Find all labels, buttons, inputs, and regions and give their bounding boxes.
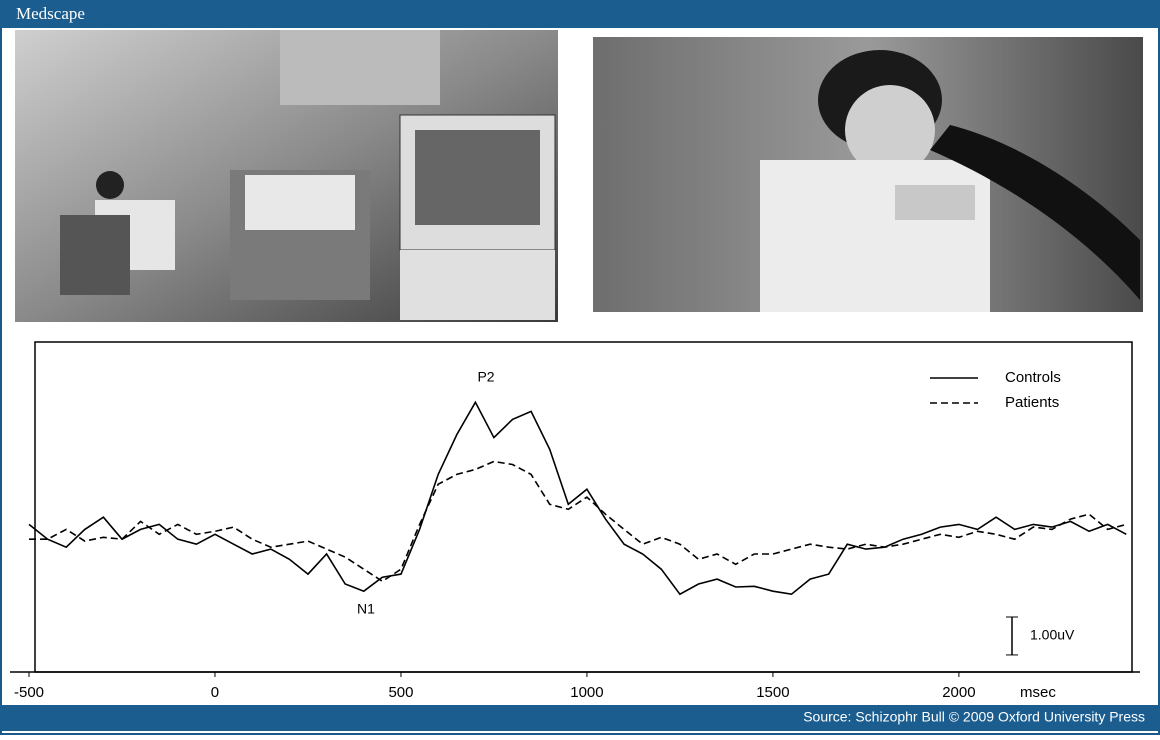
x-tick-label: 500 (388, 684, 413, 701)
x-axis-label: msec (1020, 684, 1056, 701)
legend-label: Patients (1005, 394, 1059, 411)
scale-bar-label: 1.00uV (1030, 627, 1075, 643)
header-title: Medscape (16, 4, 85, 23)
x-tick-label: 1500 (756, 684, 789, 701)
page: Medscape msec P2 N1 -500 0 500 1000 1500 2000… (0, 0, 1160, 740)
x-tick-label: 1000 (570, 684, 603, 701)
x-tick-label: -500 (14, 684, 44, 701)
figure: Medscape msec P2 N1 -500 0 500 1000 1500 2000… (0, 0, 1160, 735)
header-bar (0, 0, 1160, 28)
annotation: N1 (357, 601, 375, 617)
source: Source: Schizophr Bull © 2009 Oxford Uni… (803, 709, 1145, 725)
photo-lab (15, 30, 558, 322)
legend-label: Controls (1005, 369, 1061, 386)
photo-subject (593, 37, 1143, 312)
x-tick-label: 0 (211, 684, 219, 701)
annotation: P2 (477, 369, 494, 385)
x-tick-label: 2000 (942, 684, 975, 701)
